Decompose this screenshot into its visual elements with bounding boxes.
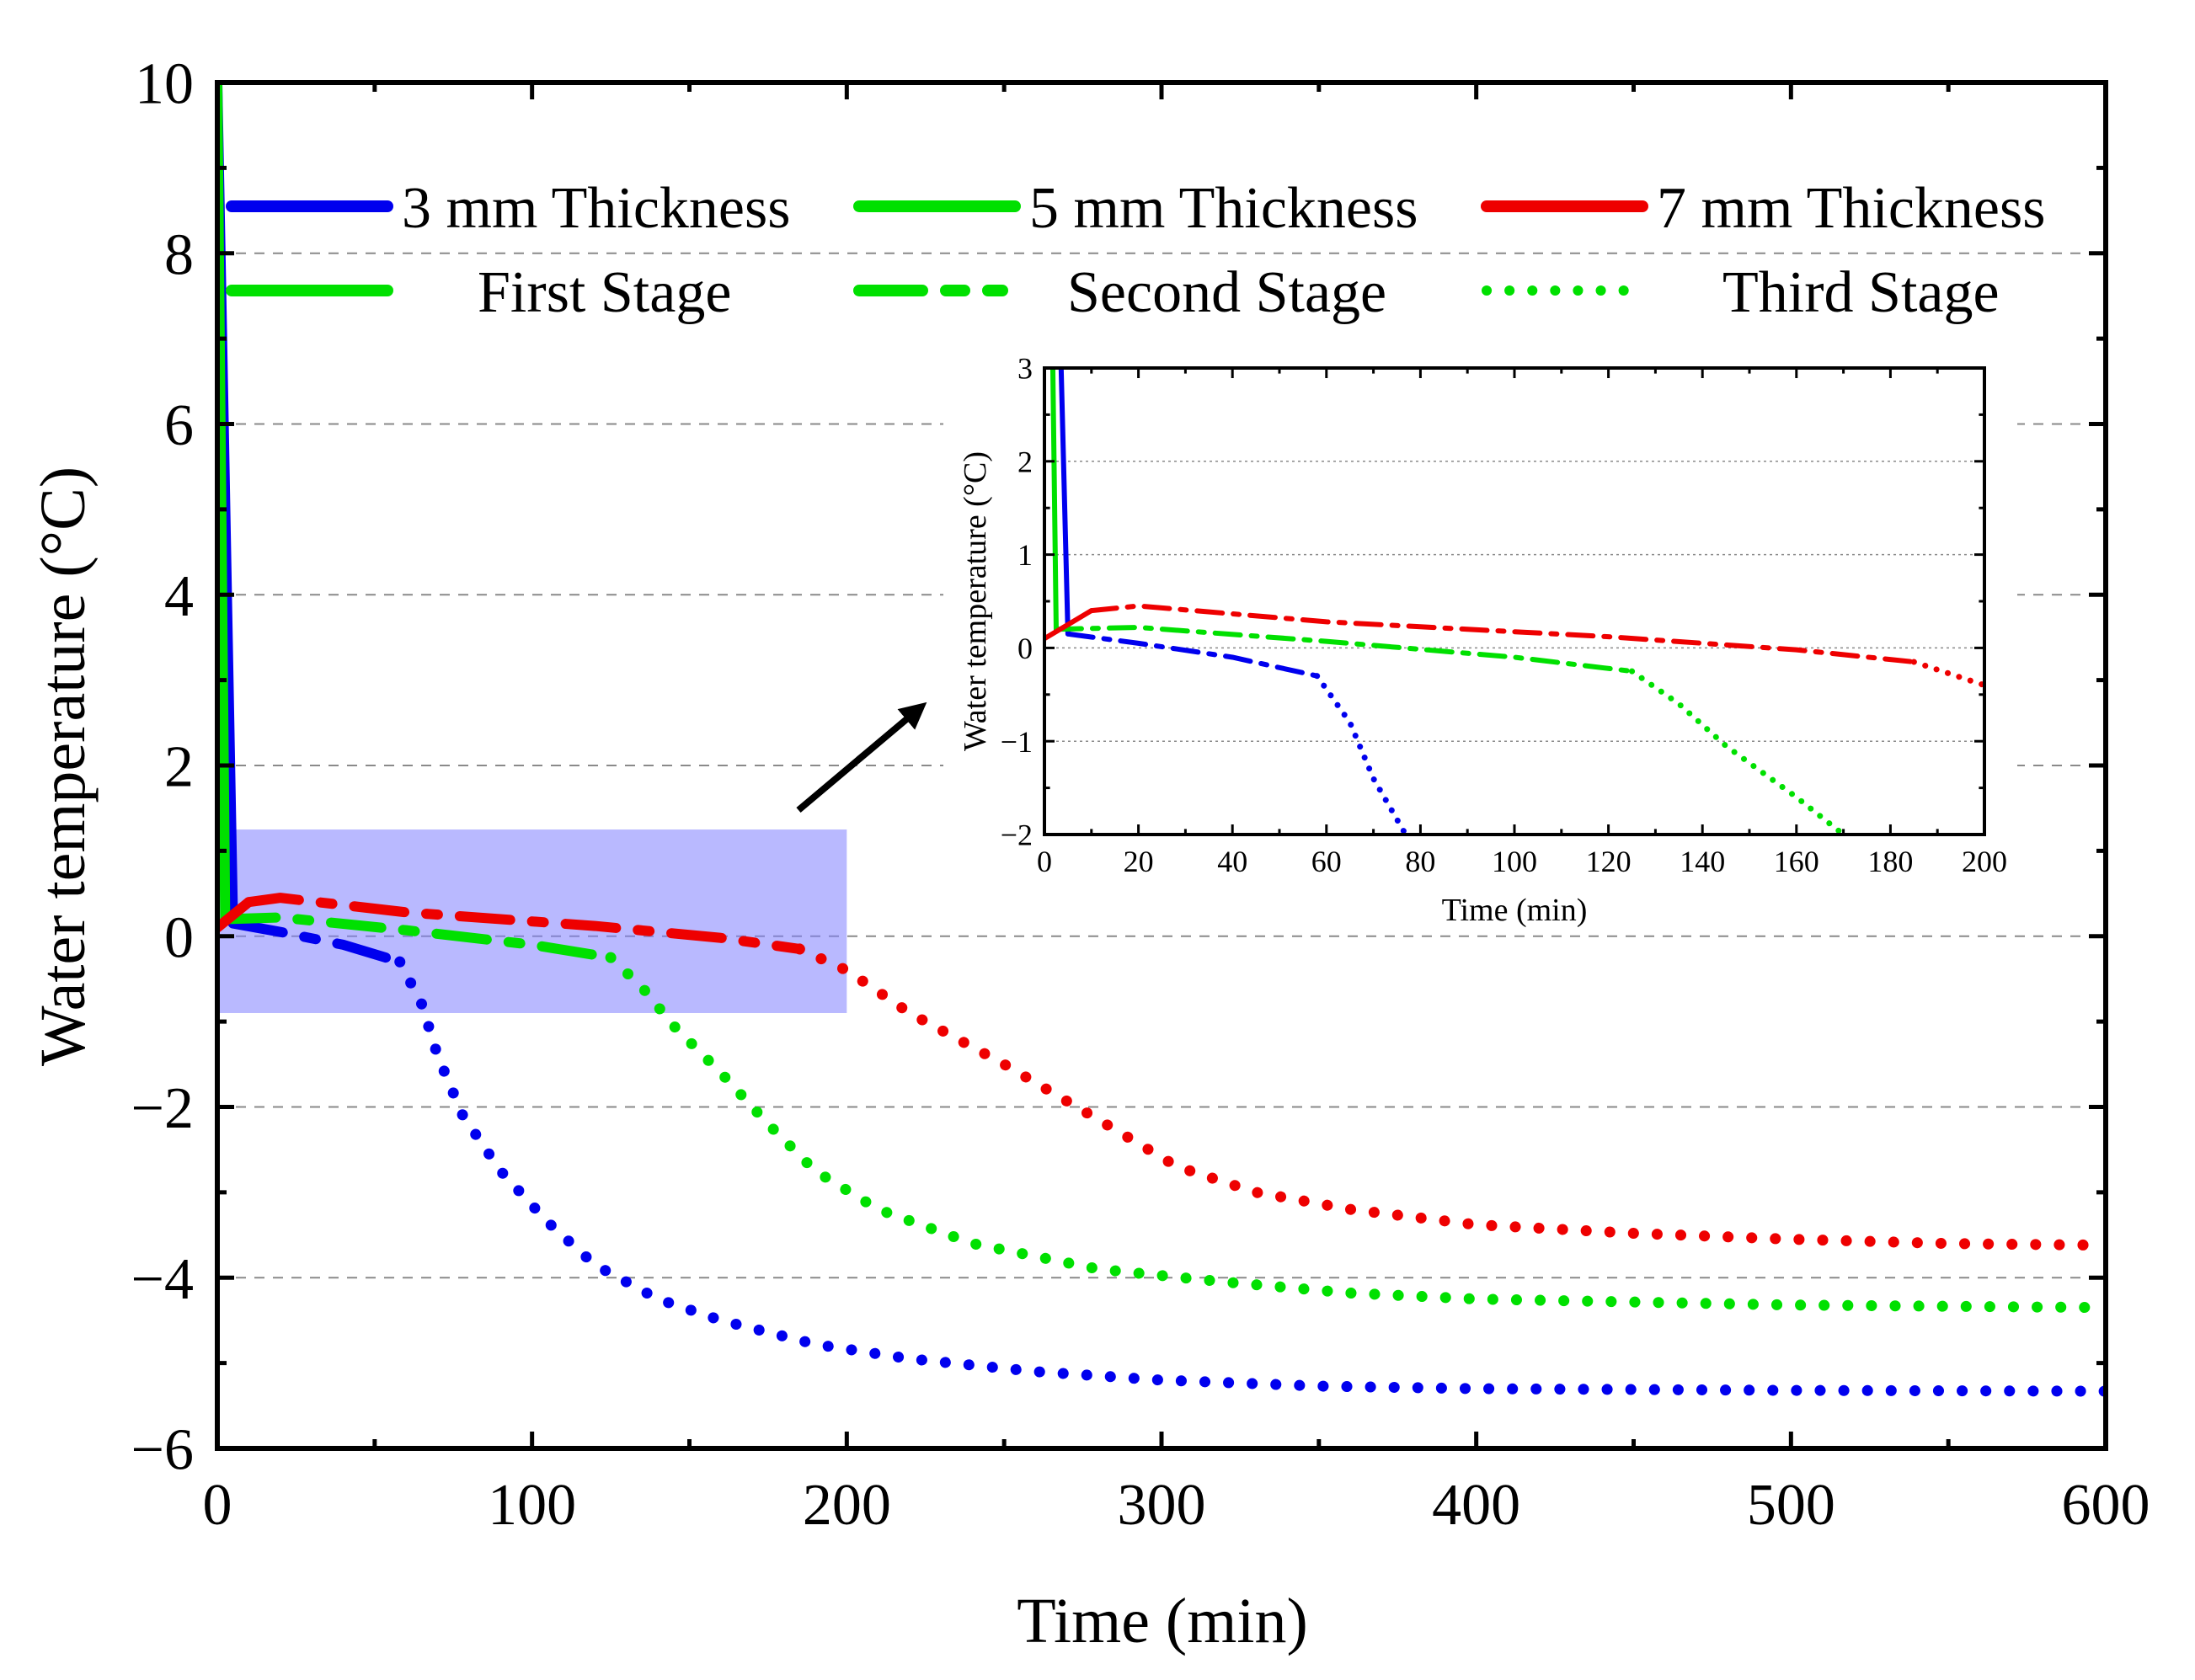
inset-x-tick-label-10: 200 <box>1962 845 2007 878</box>
inset-x-tick-label-4: 80 <box>1405 845 1435 878</box>
inset-series-5mm-second-stage <box>1053 625 1635 675</box>
inset-x-tick-label-5: 100 <box>1492 845 1537 878</box>
legend-label-second-stage: Second Stage <box>1067 260 1386 325</box>
main-series-3mm-second-stage <box>227 918 405 968</box>
main-y-tick-label-4: 2 <box>164 735 194 800</box>
main-x-axis-title: Time (min) <box>1017 1586 1308 1656</box>
inset-x-tick-label-2: 40 <box>1217 845 1247 878</box>
main-x-tick-label-2: 200 <box>803 1473 891 1538</box>
legend-label-third-stage: Third Stage <box>1722 260 2000 325</box>
main-series-7mm-third-stage <box>793 943 2106 1251</box>
inset-series-7mm-first-stage <box>1044 608 1094 642</box>
zoom-arrow <box>796 701 927 813</box>
inset-x-tick-label-1: 20 <box>1124 845 1154 878</box>
main-y-axis-title: Water temperature (°C) <box>28 467 99 1066</box>
inset-series-7mm-second-stage <box>1088 603 1917 665</box>
inset-y-tick-label-4: 2 <box>1017 445 1033 478</box>
inset-y-tick-label-0: −2 <box>1001 819 1033 852</box>
inset-x-tick-label-3: 60 <box>1311 845 1342 878</box>
inset-x-tick-label-7: 140 <box>1680 845 1725 878</box>
main-y-tick-label-1: −4 <box>131 1247 194 1312</box>
inset-y-tick-label-1: −1 <box>1001 725 1033 759</box>
main-y-tick-label-6: 6 <box>164 393 194 458</box>
inset-axes: 0 20 40 60 80 100 120 140 160 180 200 −2 −1 0 1 2 3 <box>1001 352 2007 878</box>
inset-y-axis-title: Water temperature (°C) <box>958 451 993 751</box>
legend-label-5mm: 5 mm Thickness <box>1029 176 1418 241</box>
inset-series-5mm-first-stage <box>1049 368 1059 632</box>
main-series-7mm-second-stage <box>243 893 805 954</box>
inset-x-tick-label-9: 180 <box>1867 845 1913 878</box>
inset-series-3mm-third-stage <box>1314 673 1409 835</box>
legend: 3 mm Thickness 5 mm Thickness 7 mm Thick… <box>226 176 2045 325</box>
inset-series <box>1044 368 1984 835</box>
main-series-5mm-second-stage <box>220 912 617 963</box>
main-x-tick-label-5: 500 <box>1747 1473 1835 1538</box>
main-x-tick-label-1: 100 <box>488 1473 576 1538</box>
legend-label-first-stage: First Stage <box>478 260 731 325</box>
main-x-tick-label-3: 300 <box>1118 1473 1206 1538</box>
main-y-tick-label-7: 8 <box>164 222 194 287</box>
inset-x-axis-title: Time (min) <box>1442 893 1588 928</box>
main-series <box>217 83 2106 1397</box>
main-y-tick-label-8: 10 <box>135 52 194 117</box>
legend-label-7mm: 7 mm Thickness <box>1657 176 2045 241</box>
main-x-tick-label-4: 400 <box>1432 1473 1520 1538</box>
legend-label-3mm: 3 mm Thickness <box>402 176 790 241</box>
inset-series-3mm-first-stage <box>1058 368 1071 637</box>
main-x-tick-label-6: 600 <box>2062 1473 2150 1538</box>
main-series-3mm-third-stage <box>394 956 2106 1397</box>
inset-series-3mm-second-stage <box>1065 631 1320 679</box>
inset-y-tick-label-5: 3 <box>1017 352 1033 386</box>
inset-x-tick-label-6: 120 <box>1586 845 1632 878</box>
main-series-7mm-first-stage <box>217 897 254 933</box>
inset-x-tick-label-0: 0 <box>1037 845 1052 878</box>
inset-y-tick-label-3: 1 <box>1017 538 1033 572</box>
main-y-tick-label-3: 0 <box>164 905 194 970</box>
main-y-tick-label-2: −2 <box>131 1076 194 1141</box>
main-x-tick-label-0: 0 <box>203 1473 232 1538</box>
inset-x-tick-label-8: 160 <box>1774 845 1819 878</box>
inset-y-tick-label-2: 0 <box>1017 632 1033 665</box>
main-y-tick-label-0: −6 <box>131 1418 194 1483</box>
inset-background <box>943 354 2017 935</box>
main-y-tick-label-5: 4 <box>164 564 194 629</box>
